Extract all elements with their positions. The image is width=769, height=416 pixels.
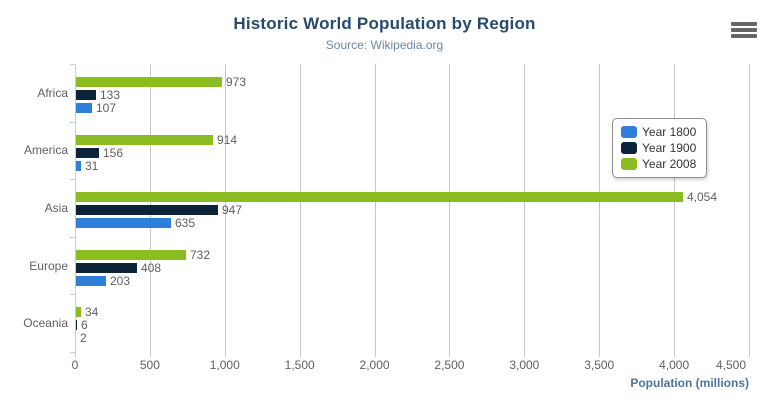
hamburger-bar <box>731 28 757 32</box>
x-axis-tick <box>224 352 226 357</box>
value-label: 107 <box>96 101 117 115</box>
x-axis-tick <box>749 352 750 357</box>
bar-year-1900-america[interactable] <box>76 147 99 158</box>
gridline <box>449 64 451 352</box>
gridline <box>749 64 750 352</box>
x-tick-label: 3,500 <box>584 358 615 372</box>
value-label: 732 <box>190 247 211 262</box>
gridline <box>599 64 601 352</box>
x-axis-tick <box>299 352 301 357</box>
category-axis-line <box>75 64 76 352</box>
x-tick-label: 1,000 <box>209 358 240 372</box>
legend-item-year-1900[interactable]: Year 1900 <box>621 140 696 156</box>
bar-year-1800-america[interactable] <box>76 160 81 171</box>
x-tick-label: 2,500 <box>434 358 465 372</box>
legend-label: Year 1900 <box>642 141 697 155</box>
x-axis-tick <box>374 352 376 357</box>
category-axis-tick <box>70 352 75 353</box>
legend-label: Year 1800 <box>642 125 697 139</box>
x-tick-label: 0 <box>71 358 79 372</box>
gridline <box>224 64 226 352</box>
x-axis-tick <box>75 352 76 357</box>
category-label-europe: Europe <box>29 258 68 273</box>
legend-swatch-icon <box>621 126 637 138</box>
category-label-asia: Asia <box>44 201 68 215</box>
value-label: 133 <box>100 88 121 102</box>
gridline <box>374 64 376 352</box>
category-label-africa: Africa <box>37 85 68 100</box>
x-tick-label: 2,000 <box>359 358 390 372</box>
x-axis-tick <box>674 352 676 357</box>
x-axis-tick <box>149 352 151 357</box>
bar-year-1900-oceania[interactable] <box>76 320 77 331</box>
bar-year-2008-asia[interactable] <box>76 192 683 203</box>
hamburger-bar <box>731 34 757 38</box>
bar-year-1900-europe[interactable] <box>76 262 137 273</box>
category-axis-tick <box>70 236 75 238</box>
x-tick-label: 500 <box>139 358 160 372</box>
value-label: 31 <box>85 158 99 173</box>
chart-subtitle: Source: Wikipedia.org <box>325 38 444 52</box>
category-label-oceania: Oceania <box>23 316 68 331</box>
value-label: 156 <box>103 145 124 160</box>
category-axis-tick <box>70 179 75 181</box>
value-label: 2 <box>80 331 87 346</box>
legend-swatch-icon <box>621 158 637 170</box>
hamburger-bar <box>731 22 757 26</box>
category-axis-tick <box>70 294 75 296</box>
bar-year-1800-africa[interactable] <box>76 103 92 113</box>
bar-year-1800-asia[interactable] <box>76 218 171 229</box>
x-tick-label: 4,500 <box>715 358 747 372</box>
value-label: 914 <box>217 132 238 147</box>
value-label: 973 <box>226 75 247 89</box>
legend-label: Year 2008 <box>642 157 697 171</box>
bar-year-2008-europe[interactable] <box>76 249 186 260</box>
x-axis-tick <box>599 352 601 357</box>
x-axis-title: Population (millions) <box>630 376 749 390</box>
x-tick-label: 4,000 <box>659 358 690 372</box>
category-axis-tick <box>70 121 75 123</box>
bar-year-1900-africa[interactable] <box>76 90 96 100</box>
value-label: 34 <box>85 305 99 320</box>
gridline <box>674 64 676 352</box>
chart-title: Historic World Population by Region <box>233 14 536 33</box>
category-axis-tick <box>70 64 75 65</box>
x-axis-tick <box>524 352 526 357</box>
value-label: 203 <box>110 273 131 288</box>
bar-year-2008-america[interactable] <box>76 134 213 145</box>
legend-item-year-1800[interactable]: Year 1800 <box>621 124 696 140</box>
gridline <box>524 64 526 352</box>
bar-year-1800-europe[interactable] <box>76 275 106 286</box>
x-tick-label: 1,500 <box>284 358 315 372</box>
value-label: 4,054 <box>687 190 718 205</box>
bar-year-2008-oceania[interactable] <box>76 307 81 318</box>
legend-item-year-2008[interactable]: Year 2008 <box>621 156 696 172</box>
value-label: 947 <box>222 203 243 218</box>
hamburger-menu-icon[interactable] <box>731 22 757 38</box>
bar-year-1900-asia[interactable] <box>76 205 218 216</box>
category-label-america: America <box>23 143 68 158</box>
x-tick-label: 3,000 <box>509 358 540 372</box>
legend-swatch-icon <box>621 142 637 154</box>
value-label: 6 <box>81 318 88 333</box>
x-axis-tick <box>449 352 451 357</box>
value-label: 635 <box>175 216 196 231</box>
plot-area: 973 133 107 914 156 31 4,054 947 635 732 408 203 34 6… <box>75 64 750 352</box>
gridline <box>299 64 301 352</box>
bar-year-2008-africa[interactable] <box>76 77 222 87</box>
legend-box: Year 1800 Year 1900 Year 2008 <box>612 118 708 178</box>
value-label: 408 <box>141 260 162 275</box>
